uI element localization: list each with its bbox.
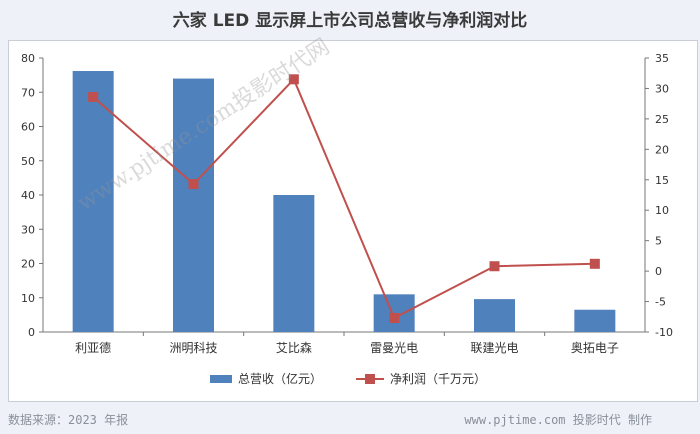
y-right-tick-label: -5 xyxy=(655,296,666,309)
category-label: 洲明科技 xyxy=(169,341,217,355)
line-point xyxy=(589,258,600,269)
net-profit-line xyxy=(92,77,595,320)
line-point xyxy=(489,261,500,272)
legend: 总营收（亿元） 净利润（千万元） xyxy=(210,371,486,386)
category-label: 艾比森 xyxy=(276,340,312,355)
bar xyxy=(474,299,515,332)
y-left-tick-label: 30 xyxy=(21,223,35,236)
legend-bar-swatch xyxy=(210,375,232,383)
axes: 0 10 20 30 40 50 60 70 80 -10 -5 0 5 10 15 20 25 30 35 xyxy=(21,52,673,339)
y-right-tick-label: 5 xyxy=(655,235,662,248)
credit-text: www.pjtime.com 投影时代 制作 xyxy=(464,413,652,427)
y-right-tick-label: 0 xyxy=(655,265,662,278)
y-right-tick-label: 35 xyxy=(655,52,669,65)
y-right-tick-label: 15 xyxy=(655,174,669,187)
y-left-tick-label: 60 xyxy=(21,121,35,134)
y-left-tick-label: 50 xyxy=(21,155,35,168)
y-left-tick-label: 10 xyxy=(21,292,35,305)
line-series xyxy=(88,74,600,323)
chart-title: 六家 LED 显示屏上市公司总营收与净利润对比 xyxy=(172,11,528,31)
legend-line-label: 净利润（千万元） xyxy=(390,372,486,386)
line-point xyxy=(88,91,99,102)
y-right-tick-label: 10 xyxy=(655,204,669,217)
y-left-tick-label: 0 xyxy=(28,326,35,339)
category-label: 联建光电 xyxy=(470,341,518,355)
bar xyxy=(273,195,315,332)
category-label: 雷曼光电 xyxy=(370,341,418,355)
bar-series xyxy=(72,71,616,332)
y-right-tick-label: 30 xyxy=(655,82,669,95)
y-right-tick-label: -10 xyxy=(655,326,673,339)
line-point xyxy=(188,179,199,190)
legend-line-marker xyxy=(365,374,375,384)
y-left-tick-label: 20 xyxy=(21,258,35,271)
y-right-tick-label: 20 xyxy=(655,143,669,156)
y-right-tick-label: 25 xyxy=(655,113,669,126)
data-source: 数据来源：2023 年报 xyxy=(8,413,129,427)
legend-bar-label: 总营收（亿元） xyxy=(238,371,322,386)
category-labels: 利亚德 洲明科技 艾比森 雷曼光电 联建光电 奥拓电子 xyxy=(75,340,619,355)
bar xyxy=(574,309,616,332)
bar xyxy=(72,71,114,332)
y-left-tick-label: 40 xyxy=(21,189,35,202)
category-label: 利亚德 xyxy=(75,340,111,355)
line-point xyxy=(288,74,299,85)
bar xyxy=(173,78,214,332)
y-left-tick-label: 80 xyxy=(21,52,35,65)
category-label: 奥拓电子 xyxy=(571,341,619,355)
y-left-tick-label: 70 xyxy=(21,86,35,99)
line-point xyxy=(389,312,400,323)
